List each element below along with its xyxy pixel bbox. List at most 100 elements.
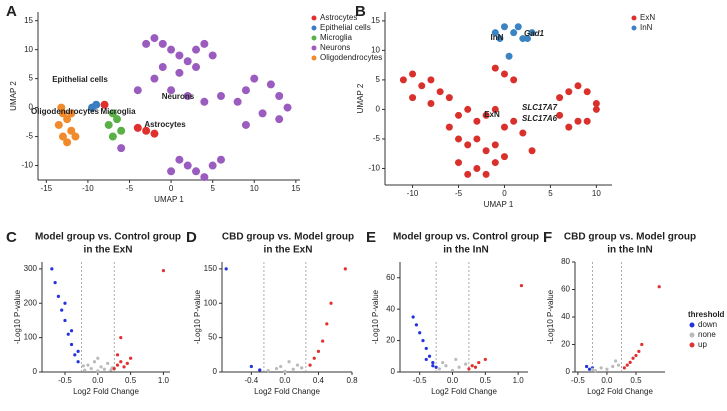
point bbox=[637, 349, 641, 353]
y-axis-label: -Log10 P-value bbox=[371, 289, 380, 344]
panel-letter: D bbox=[186, 229, 197, 246]
point bbox=[473, 117, 481, 125]
point bbox=[175, 51, 184, 60]
point bbox=[266, 369, 270, 373]
point bbox=[500, 123, 508, 131]
legend-swatch bbox=[631, 15, 637, 21]
chart-title: Model group vs. Control group bbox=[35, 232, 181, 243]
point bbox=[574, 82, 582, 90]
x-tick-label: -10 bbox=[82, 184, 94, 193]
x-tick-label: 0.0 bbox=[447, 376, 459, 385]
point bbox=[611, 364, 615, 369]
point bbox=[418, 82, 426, 90]
point bbox=[455, 135, 463, 143]
point bbox=[491, 105, 499, 113]
point bbox=[58, 132, 67, 141]
point bbox=[129, 356, 133, 360]
point bbox=[224, 267, 228, 271]
y-tick-label: 60 bbox=[386, 273, 395, 282]
point bbox=[167, 86, 176, 95]
y-tick-label: 0 bbox=[566, 367, 571, 376]
point bbox=[54, 120, 63, 129]
point bbox=[249, 364, 253, 369]
point bbox=[208, 161, 217, 170]
point bbox=[625, 363, 629, 367]
x-axis-label: Log2 Fold Change bbox=[587, 387, 653, 396]
x-tick-label: -5 bbox=[455, 189, 463, 198]
y-tick-label: -5 bbox=[373, 134, 381, 143]
point bbox=[63, 301, 67, 305]
point bbox=[628, 360, 632, 364]
point bbox=[283, 103, 292, 112]
y-tick-label: 10 bbox=[371, 45, 380, 54]
point bbox=[161, 268, 166, 273]
point bbox=[565, 88, 573, 96]
x-tick-label: 0.0 bbox=[601, 376, 613, 385]
point bbox=[312, 356, 316, 360]
y-tick-label: 15 bbox=[371, 16, 380, 25]
point bbox=[587, 367, 592, 371]
y-tick-label: 0 bbox=[33, 367, 38, 376]
point bbox=[519, 283, 524, 288]
point bbox=[592, 105, 600, 113]
point bbox=[108, 109, 117, 118]
point bbox=[112, 366, 116, 371]
y-tick-label: -10 bbox=[368, 164, 380, 173]
y-tick-label: 100 bbox=[24, 333, 38, 342]
point bbox=[192, 63, 201, 72]
point bbox=[431, 364, 435, 368]
point bbox=[200, 97, 209, 106]
point bbox=[291, 367, 295, 371]
x-tick-label: -5 bbox=[126, 184, 134, 193]
point bbox=[150, 129, 159, 138]
point bbox=[510, 29, 518, 37]
point bbox=[434, 365, 438, 369]
point bbox=[409, 94, 417, 102]
x-tick-label: 5 bbox=[548, 189, 553, 198]
point bbox=[523, 35, 531, 43]
point bbox=[106, 361, 110, 366]
point bbox=[208, 51, 217, 60]
point bbox=[142, 126, 151, 135]
point bbox=[241, 86, 250, 95]
point bbox=[444, 364, 448, 368]
point bbox=[470, 364, 474, 368]
x-tick-label: -0.5 bbox=[413, 376, 427, 385]
panel-letter: B bbox=[355, 3, 366, 20]
x-tick-label: -0.4 bbox=[244, 376, 258, 385]
legend-label: Oligodendrocytes bbox=[320, 53, 382, 62]
y-tick-label: 10 bbox=[24, 45, 33, 54]
point bbox=[183, 57, 192, 66]
point bbox=[63, 318, 67, 323]
point bbox=[500, 23, 508, 31]
point bbox=[528, 29, 536, 37]
point bbox=[117, 144, 126, 153]
chart-title: in the InN bbox=[607, 245, 653, 256]
x-tick-label: -0.5 bbox=[58, 376, 72, 385]
point bbox=[115, 353, 120, 357]
point bbox=[590, 367, 595, 371]
y-tick-label: 0 bbox=[29, 103, 34, 112]
legend-label: Microglia bbox=[320, 33, 353, 42]
point bbox=[464, 170, 472, 178]
point bbox=[241, 120, 250, 129]
x-axis-label: Log2 Fold Change bbox=[431, 387, 497, 396]
point bbox=[133, 86, 142, 95]
point bbox=[175, 68, 184, 77]
annotation: InN bbox=[491, 33, 504, 42]
chart-title: in the ExN bbox=[264, 245, 313, 256]
y-tick-label: 15 bbox=[24, 16, 33, 25]
annotation: Astrocytes bbox=[144, 120, 186, 129]
point bbox=[99, 365, 103, 369]
point bbox=[574, 117, 582, 125]
point bbox=[505, 52, 513, 60]
chart-title: CBD group vs. Model group bbox=[222, 232, 354, 243]
point bbox=[63, 115, 72, 124]
point bbox=[183, 92, 192, 100]
point bbox=[150, 34, 159, 43]
x-axis-label: Log2 Fold Change bbox=[73, 387, 139, 396]
y-tick-label: 50 bbox=[208, 333, 217, 342]
point bbox=[483, 357, 487, 362]
point bbox=[175, 155, 184, 164]
point bbox=[565, 123, 573, 131]
